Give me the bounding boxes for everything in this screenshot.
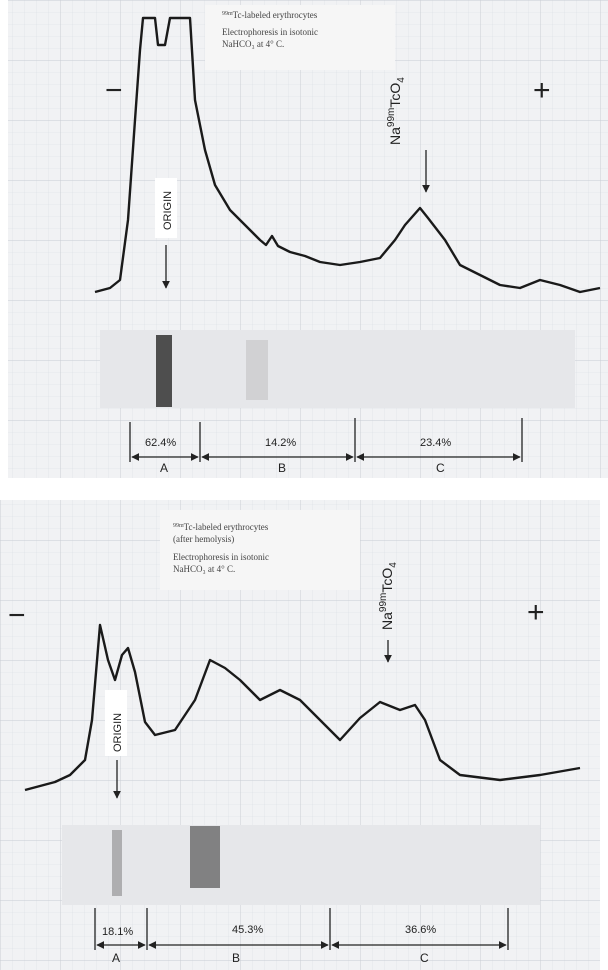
method: Electrophoresis in isotonic bbox=[173, 552, 269, 562]
panel-2: 99mTc-labeled erythrocytes (after hemoly… bbox=[0, 500, 600, 970]
fraction-letter: C bbox=[420, 951, 429, 965]
cathode: − bbox=[105, 74, 123, 107]
fraction-letter: A bbox=[160, 461, 168, 475]
fraction-letter: C bbox=[436, 461, 445, 475]
anode: + bbox=[527, 596, 545, 629]
origin-label: ORIGIN bbox=[112, 713, 124, 752]
band bbox=[112, 830, 122, 896]
percent: 18.1% bbox=[102, 926, 133, 938]
percent: 62.4% bbox=[145, 437, 176, 449]
percent: 45.3% bbox=[232, 924, 263, 936]
method: NaHCO₃ at 4° C. bbox=[173, 564, 235, 574]
fraction-letter: A bbox=[112, 951, 120, 965]
isotope: 99mTc-labeled erythrocytes bbox=[222, 10, 318, 20]
fraction-letter: B bbox=[278, 461, 286, 475]
panel-1: 99mTc-labeled erythrocytes Electrophores… bbox=[8, 0, 608, 478]
origin-label: ORIGIN bbox=[162, 191, 174, 230]
method: Electrophoresis in isotonic bbox=[222, 27, 318, 37]
method: NaHCO₃ at 4° C. bbox=[222, 39, 284, 49]
percent: 23.4% bbox=[420, 437, 451, 449]
figure: 99mTc-labeled erythrocytes Electrophores… bbox=[0, 0, 608, 970]
band bbox=[246, 340, 268, 400]
fraction-letter: B bbox=[232, 951, 240, 965]
percent: 14.2% bbox=[265, 437, 296, 449]
cathode: − bbox=[8, 599, 26, 632]
isotope: 99mTc-labeled erythrocytes bbox=[173, 522, 269, 532]
anode: + bbox=[533, 74, 551, 107]
band bbox=[190, 826, 220, 888]
strip bbox=[62, 825, 540, 905]
band bbox=[156, 335, 172, 407]
subtitle: (after hemolysis) bbox=[173, 534, 234, 544]
percent: 36.6% bbox=[405, 924, 436, 936]
